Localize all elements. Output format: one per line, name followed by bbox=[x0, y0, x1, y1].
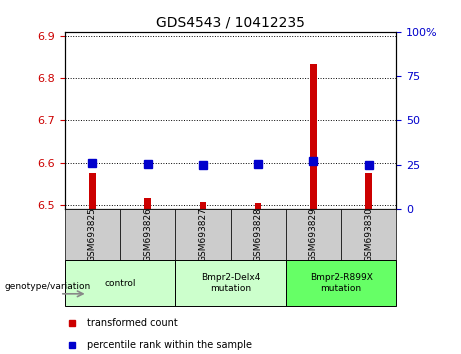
Title: GDS4543 / 10412235: GDS4543 / 10412235 bbox=[156, 15, 305, 29]
Text: GSM693827: GSM693827 bbox=[198, 207, 207, 262]
Bar bbox=[89, 173, 95, 209]
Text: Bmpr2-R899X
mutation: Bmpr2-R899X mutation bbox=[310, 274, 372, 293]
Text: GSM693825: GSM693825 bbox=[88, 207, 97, 262]
Bar bbox=[310, 64, 317, 209]
Text: control: control bbox=[104, 279, 136, 288]
Text: percentile rank within the sample: percentile rank within the sample bbox=[87, 339, 252, 350]
Text: GSM693829: GSM693829 bbox=[309, 207, 318, 262]
Bar bbox=[175, 209, 230, 260]
Bar bbox=[366, 173, 372, 209]
Bar bbox=[286, 260, 396, 306]
Bar bbox=[65, 209, 120, 260]
Text: genotype/variation: genotype/variation bbox=[5, 282, 91, 291]
Bar bbox=[255, 204, 261, 209]
Bar bbox=[120, 209, 175, 260]
Text: transformed count: transformed count bbox=[87, 318, 177, 329]
Text: GSM693828: GSM693828 bbox=[254, 207, 263, 262]
Bar bbox=[65, 260, 175, 306]
Text: Bmpr2-Delx4
mutation: Bmpr2-Delx4 mutation bbox=[201, 274, 260, 293]
Bar bbox=[341, 209, 396, 260]
Bar bbox=[144, 198, 151, 209]
Text: GSM693830: GSM693830 bbox=[364, 207, 373, 262]
Bar bbox=[286, 209, 341, 260]
Bar bbox=[175, 260, 286, 306]
Bar bbox=[200, 202, 206, 209]
Bar bbox=[230, 209, 286, 260]
Text: GSM693826: GSM693826 bbox=[143, 207, 152, 262]
